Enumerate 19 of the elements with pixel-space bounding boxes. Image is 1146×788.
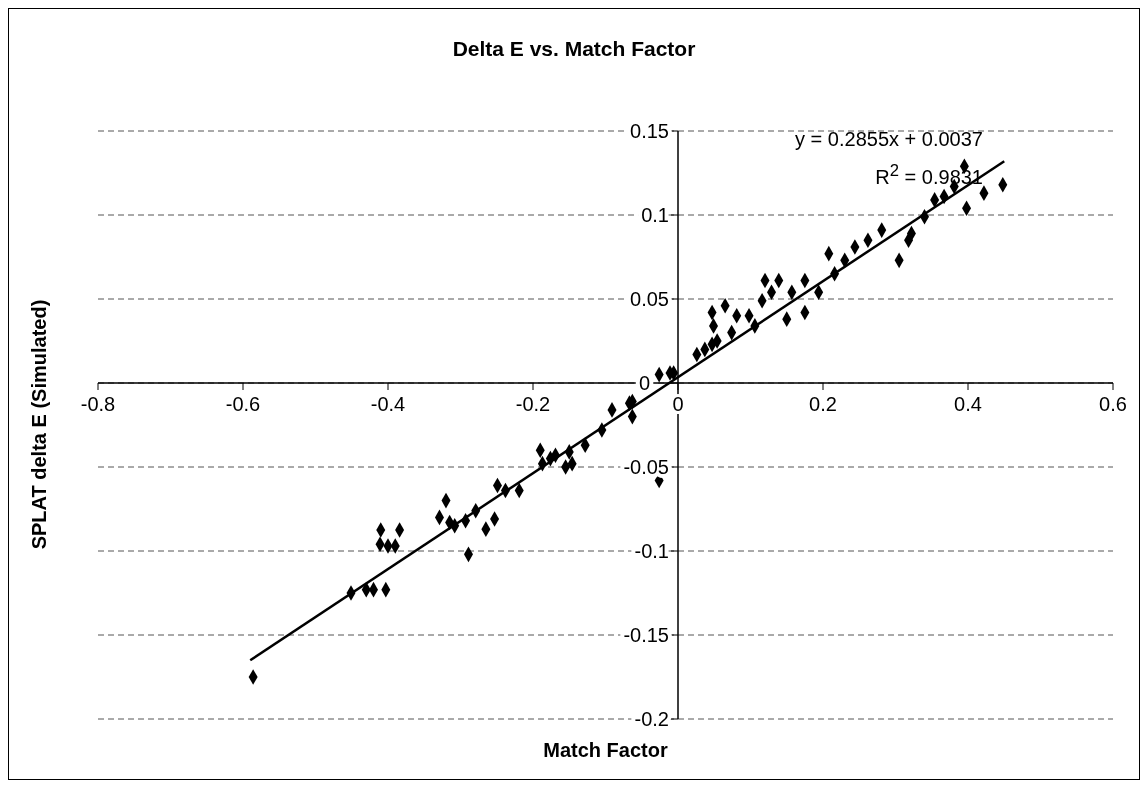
y-tick-label: -0.05: [623, 456, 669, 478]
annotation: R$^{2}$ = 0.9831: [874, 160, 983, 190]
x-tick-label: -0.6: [225, 393, 261, 415]
x-tick-label: 0.6: [1099, 393, 1127, 415]
y-tick-label: -0.1: [634, 540, 669, 562]
y-tick-label: -0.2: [634, 708, 669, 730]
x-tick-label: 0.4: [954, 393, 982, 415]
x-tick-label: -0.8: [80, 393, 116, 415]
y-tick-label: 0.15: [630, 120, 669, 142]
y-tick-label: 0.05: [630, 288, 669, 310]
annotation: y = 0.2855x + 0.0037: [794, 127, 983, 152]
x-axis-title: Match Factor: [542, 739, 669, 762]
x-tick-label: 0.2: [809, 393, 837, 415]
y-axis-title: SPLAT delta E (Simulated): [27, 298, 51, 552]
x-tick-label: -0.2: [515, 393, 551, 415]
y-tick-label: 0.1: [641, 204, 669, 226]
x-tick-label: -0.4: [370, 393, 406, 415]
y-tick-label: -0.15: [623, 624, 669, 646]
chart-title: Delta E vs. Match Factor: [451, 37, 697, 61]
